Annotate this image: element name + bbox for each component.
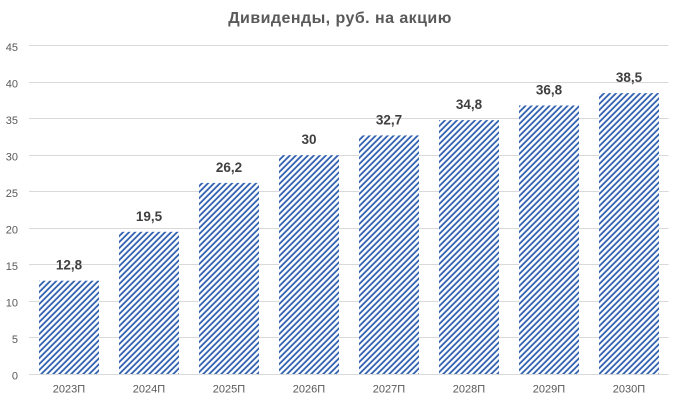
svg-text:45: 45 — [6, 42, 18, 54]
svg-text:34,8: 34,8 — [456, 97, 483, 112]
svg-text:35: 35 — [6, 115, 18, 127]
svg-text:12,8: 12,8 — [56, 258, 83, 273]
svg-text:40: 40 — [6, 78, 18, 90]
svg-text:32,7: 32,7 — [376, 112, 402, 127]
svg-text:0: 0 — [12, 370, 18, 382]
svg-text:30: 30 — [6, 151, 18, 163]
svg-text:5: 5 — [12, 334, 18, 346]
svg-text:15: 15 — [6, 261, 18, 273]
svg-text:10: 10 — [6, 297, 18, 309]
svg-text:2029П: 2029П — [533, 384, 565, 396]
svg-text:26,2: 26,2 — [216, 160, 242, 175]
svg-text:19,5: 19,5 — [136, 209, 163, 224]
svg-text:36,8: 36,8 — [536, 83, 563, 98]
svg-text:2025П: 2025П — [213, 384, 245, 396]
svg-text:2027П: 2027П — [373, 384, 405, 396]
svg-text:2030П: 2030П — [613, 384, 645, 396]
svg-text:2024П: 2024П — [133, 384, 165, 396]
svg-text:30: 30 — [301, 132, 316, 147]
svg-text:2023П: 2023П — [53, 384, 85, 396]
svg-text:Дивиденды, руб. на акцию: Дивиденды, руб. на акцию — [228, 10, 452, 27]
svg-text:38,5: 38,5 — [616, 70, 643, 85]
svg-text:2028П: 2028П — [453, 384, 485, 396]
svg-text:20: 20 — [6, 224, 18, 236]
svg-text:25: 25 — [6, 188, 18, 200]
svg-text:2026П: 2026П — [293, 384, 325, 396]
